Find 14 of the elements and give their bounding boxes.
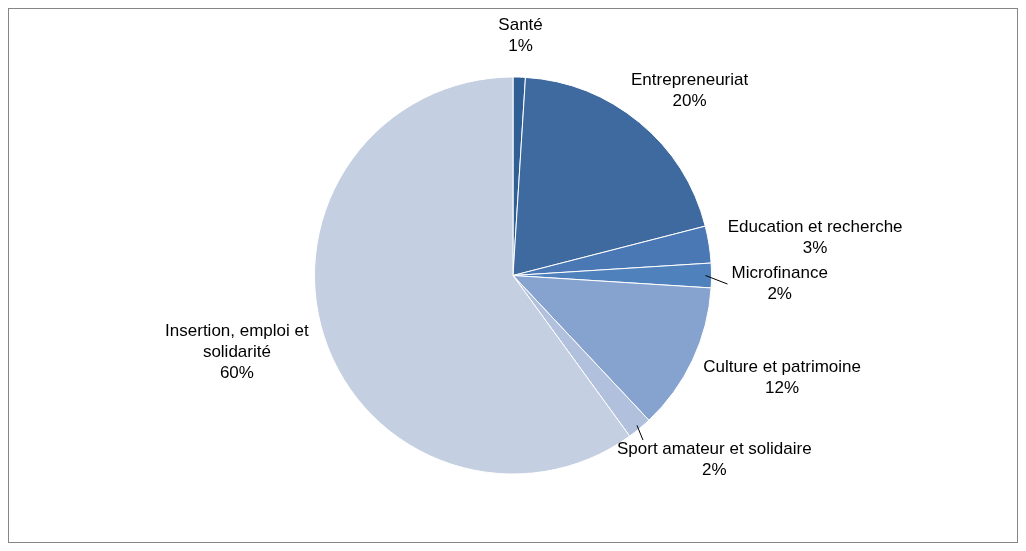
data-label: 1%	[508, 36, 533, 56]
data-label: 60%	[219, 363, 254, 383]
data-label: 20%	[672, 91, 707, 111]
slice-label: Sport amateur et solidaire	[616, 439, 812, 459]
slice-label: Microfinance	[731, 263, 828, 283]
slice-label: Culture et patrimoine	[703, 356, 861, 376]
slice-label: Santé	[498, 15, 543, 35]
data-label: 2%	[767, 284, 792, 304]
slice-label: Education et recherche	[727, 217, 903, 237]
slice-label: Entrepreneuriat	[631, 70, 749, 90]
data-label: 2%	[702, 460, 727, 480]
data-label: 12%	[765, 377, 800, 397]
data-label: 3%	[802, 238, 828, 258]
slice-label: Insertion, emploi et solidarité	[165, 321, 309, 362]
